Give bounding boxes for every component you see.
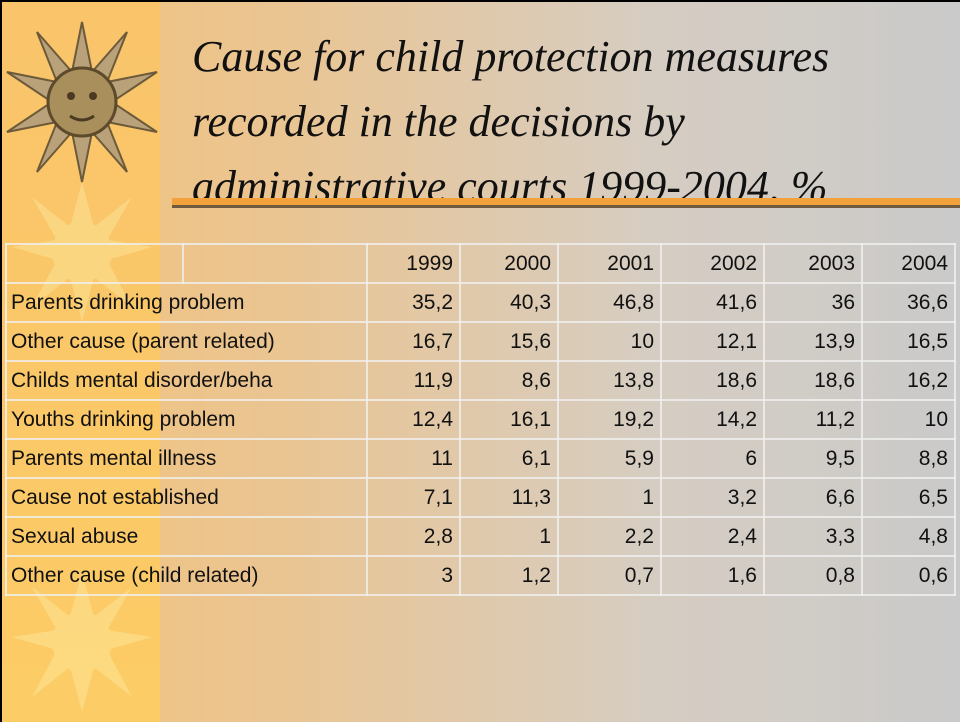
table-row: Sexual abuse 2,8 1 2,2 2,4 3,3 4,8 — [5, 516, 956, 557]
sun-icon — [6, 21, 158, 183]
table-cell: 2,4 — [660, 516, 765, 557]
table-row: Other cause (child related) 3 1,2 0,7 1,6 0,8… — [5, 555, 956, 596]
table-cell: 16,1 — [459, 399, 559, 440]
table-row: Cause not established 7,1 11,3 1 3,2 6,6 6,5 — [5, 477, 956, 518]
table-cell: 10 — [557, 321, 662, 362]
table-cell: 46,8 — [557, 282, 662, 323]
row-label: Childs mental disorder/beha — [5, 360, 368, 401]
header-cell: 2002 — [660, 243, 765, 284]
header-cell: 2001 — [557, 243, 662, 284]
table-cell: 18,6 — [763, 360, 863, 401]
slide-title: Cause for child protection measures reco… — [192, 32, 830, 211]
row-label: Other cause (parent related) — [5, 321, 368, 362]
table-cell: 6,1 — [459, 438, 559, 479]
table-cell: 8,6 — [459, 360, 559, 401]
table-cell: 1 — [557, 477, 662, 518]
table-row: Parents mental illness 11 6,1 5,9 6 9,5 8,8 — [5, 438, 956, 479]
header-cell — [5, 243, 184, 284]
row-label: Cause not established — [5, 477, 368, 518]
table-cell: 2,8 — [366, 516, 461, 557]
table-cell: 11,2 — [763, 399, 863, 440]
table-cell: 0,6 — [861, 555, 956, 596]
header-cell: 1999 — [366, 243, 461, 284]
table-cell: 12,1 — [660, 321, 765, 362]
table-cell: 1,6 — [660, 555, 765, 596]
table-cell: 14,2 — [660, 399, 765, 440]
row-label: Parents mental illness — [5, 438, 368, 479]
header-row: 1999 2000 2001 2002 2003 2004 — [5, 243, 956, 284]
table-cell: 0,7 — [557, 555, 662, 596]
table-cell: 8,8 — [861, 438, 956, 479]
header-cell: 2003 — [763, 243, 863, 284]
row-label: Youths drinking problem — [5, 399, 368, 440]
table-cell: 15,6 — [459, 321, 559, 362]
table-cell: 16,2 — [861, 360, 956, 401]
table-cell: 11,3 — [459, 477, 559, 518]
title-rule — [172, 198, 960, 205]
row-label: Parents drinking problem — [5, 282, 368, 323]
table-cell: 6,6 — [763, 477, 863, 518]
table-row: Childs mental disorder/beha 11,9 8,6 13,8 18… — [5, 360, 956, 401]
table-cell: 1 — [459, 516, 559, 557]
table-cell: 13,9 — [763, 321, 863, 362]
table-cell: 16,5 — [861, 321, 956, 362]
header-cell: 2004 — [861, 243, 956, 284]
table-cell: 36 — [763, 282, 863, 323]
table-cell: 3 — [366, 555, 461, 596]
table-cell: 40,3 — [459, 282, 559, 323]
faded-sun — [12, 572, 152, 712]
table-cell: 1,2 — [459, 555, 559, 596]
table-cell: 4,8 — [861, 516, 956, 557]
table-cell: 35,2 — [366, 282, 461, 323]
data-table: 1999 2000 2001 2002 2003 2004 Parents drinking… — [5, 243, 956, 596]
table-cell: 16,7 — [366, 321, 461, 362]
table-cell: 11 — [366, 438, 461, 479]
table-cell: 12,4 — [366, 399, 461, 440]
table-cell: 5,9 — [557, 438, 662, 479]
table-row: Parents drinking problem 35,2 40,3 46,8 41,6… — [5, 282, 956, 323]
table-cell: 0,8 — [763, 555, 863, 596]
table-cell: 18,6 — [660, 360, 765, 401]
table-cell: 11,9 — [366, 360, 461, 401]
table-row: Youths drinking problem 12,4 16,1 19,2 14,2 1… — [5, 399, 956, 440]
header-cell: 2000 — [459, 243, 559, 284]
table-cell: 19,2 — [557, 399, 662, 440]
table-cell: 7,1 — [366, 477, 461, 518]
table-cell: 2,2 — [557, 516, 662, 557]
table-cell: 6,5 — [861, 477, 956, 518]
header-cell — [182, 243, 368, 284]
table-cell: 10 — [861, 399, 956, 440]
table-cell: 6 — [660, 438, 765, 479]
table-cell: 36,6 — [861, 282, 956, 323]
table-cell: 3,3 — [763, 516, 863, 557]
table-row: Other cause (parent related) 16,7 15,6 10 12… — [5, 321, 956, 362]
row-label: Other cause (child related) — [5, 555, 368, 596]
row-label: Sexual abuse — [5, 516, 368, 557]
table-cell: 9,5 — [763, 438, 863, 479]
table-cell: 13,8 — [557, 360, 662, 401]
table-cell: 3,2 — [660, 477, 765, 518]
table-cell: 41,6 — [660, 282, 765, 323]
